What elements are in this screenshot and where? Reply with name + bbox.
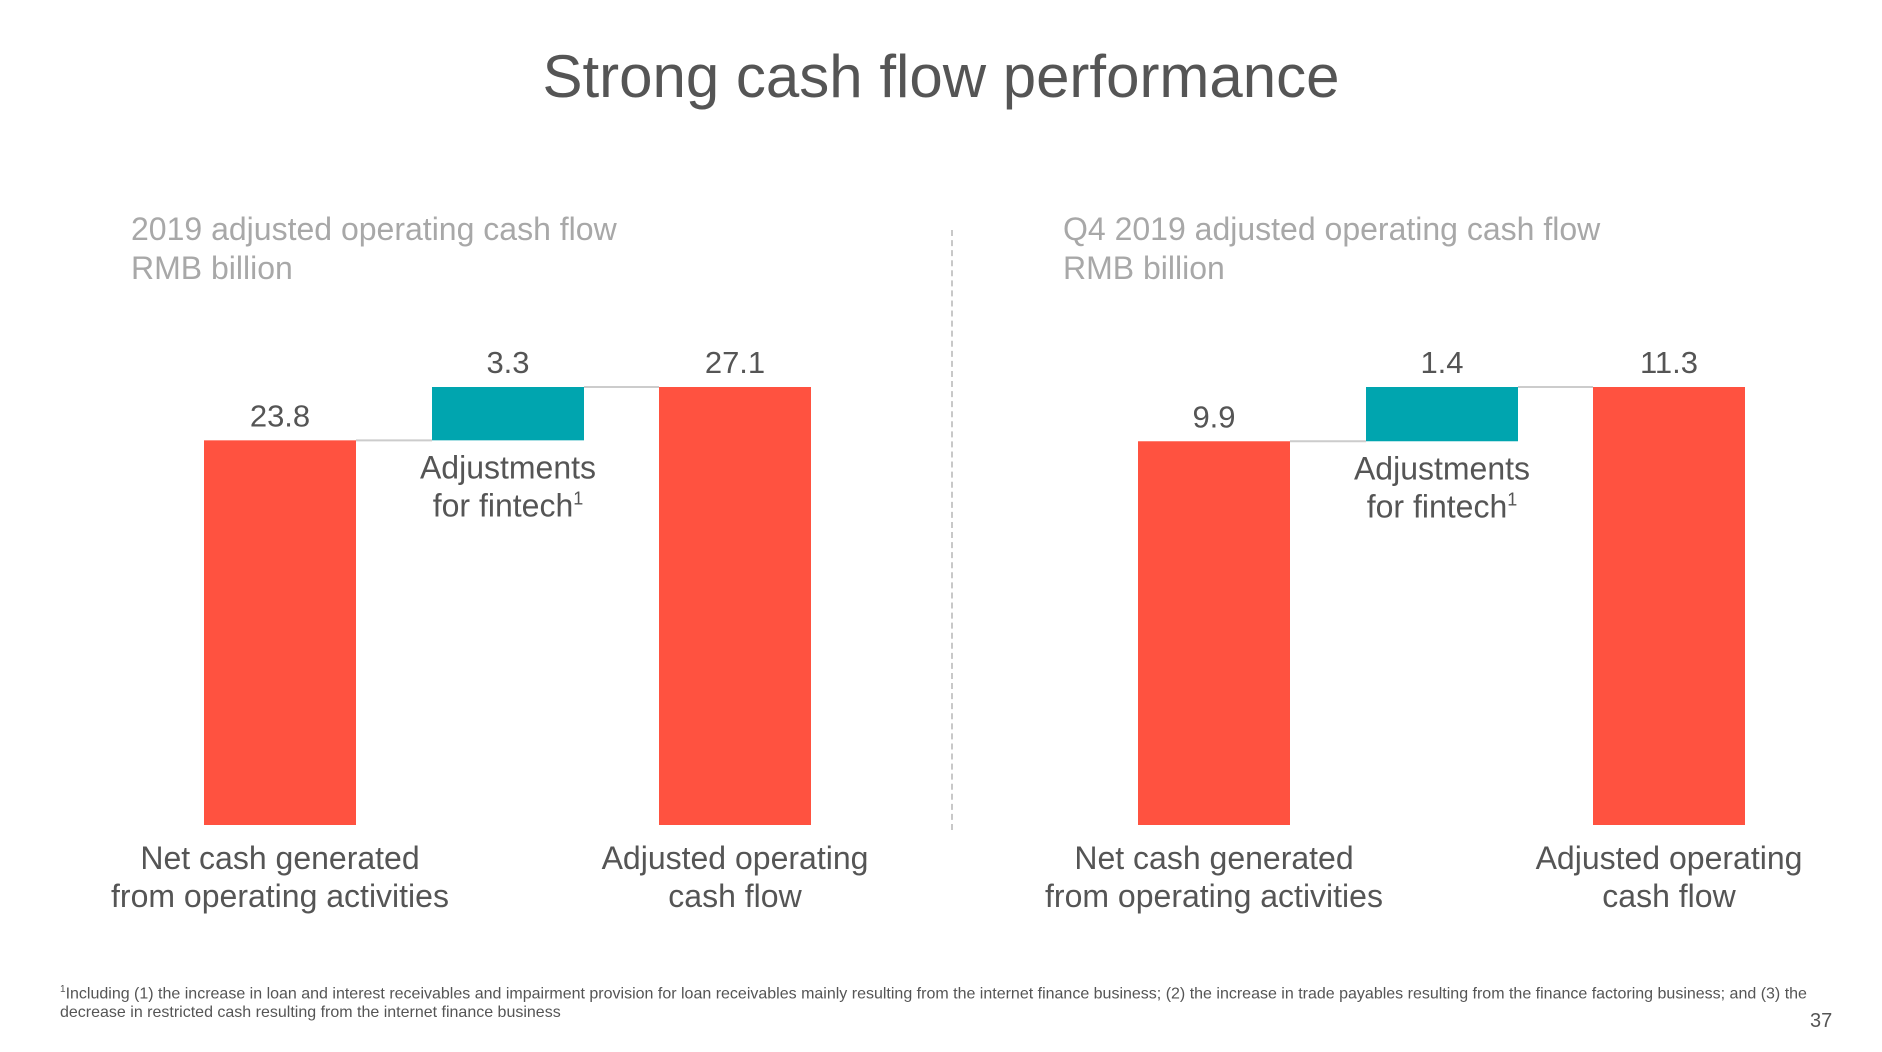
value-label-1: 23.8 xyxy=(250,398,310,433)
category-footnote-marker: 1 xyxy=(573,488,583,508)
category-label-3-line-1: Adjusted operating xyxy=(602,840,869,876)
category-label-1-line-1: Net cash generated xyxy=(140,840,419,876)
value-label-3: 27.1 xyxy=(705,345,765,380)
footnote-text: Including (1) the increase in loan and i… xyxy=(60,985,1807,1022)
category-label-1-line-1: Net cash generated xyxy=(1074,840,1353,876)
chart-1-header: 2019 adjusted operating cash flow RMB bi… xyxy=(131,210,617,288)
page-number: 37 xyxy=(1810,1010,1833,1032)
value-label-2: 3.3 xyxy=(486,345,529,380)
category-label-3-line-2: cash flow xyxy=(668,878,802,914)
page-title: Strong cash flow performance xyxy=(542,43,1340,110)
chart-2-header: Q4 2019 adjusted operating cash flow RMB… xyxy=(1063,210,1600,288)
chart-2-ylabel: RMB billion xyxy=(1063,250,1225,286)
bar-1 xyxy=(1138,441,1290,825)
value-label-3: 11.3 xyxy=(1640,345,1698,380)
category-label-2-line-1: Adjustments xyxy=(1354,450,1530,486)
category-label-1-line-2: from operating activities xyxy=(1045,878,1383,914)
category-footnote-marker: 1 xyxy=(1507,489,1517,509)
category-label-2-line-1: Adjustments xyxy=(420,449,596,485)
category-label-2-line-2: for fintech1 xyxy=(1367,488,1518,524)
chart-divider xyxy=(951,230,953,830)
bar-2 xyxy=(1366,387,1518,442)
category-label-3-line-1: Adjusted operating xyxy=(1536,840,1803,876)
footnote: 1Including (1) the increase in loan and … xyxy=(60,980,1820,1022)
chart-1-ylabel: RMB billion xyxy=(131,250,293,286)
category-label-2-line-2: for fintech1 xyxy=(433,487,584,523)
bar-3 xyxy=(1593,387,1745,825)
value-label-2: 1.4 xyxy=(1420,345,1463,380)
footnote-marker: 1 xyxy=(60,984,66,995)
bar-1 xyxy=(204,440,356,825)
chart-2-title: Q4 2019 adjusted operating cash flow xyxy=(1063,211,1601,247)
category-label-1-line-2: from operating activities xyxy=(111,878,449,914)
value-label-1: 9.9 xyxy=(1192,399,1235,434)
category-label-3-line-2: cash flow xyxy=(1602,878,1736,914)
chart-1-title: 2019 adjusted operating cash flow xyxy=(131,211,617,247)
bar-2 xyxy=(432,387,584,441)
bar-3 xyxy=(659,387,811,825)
